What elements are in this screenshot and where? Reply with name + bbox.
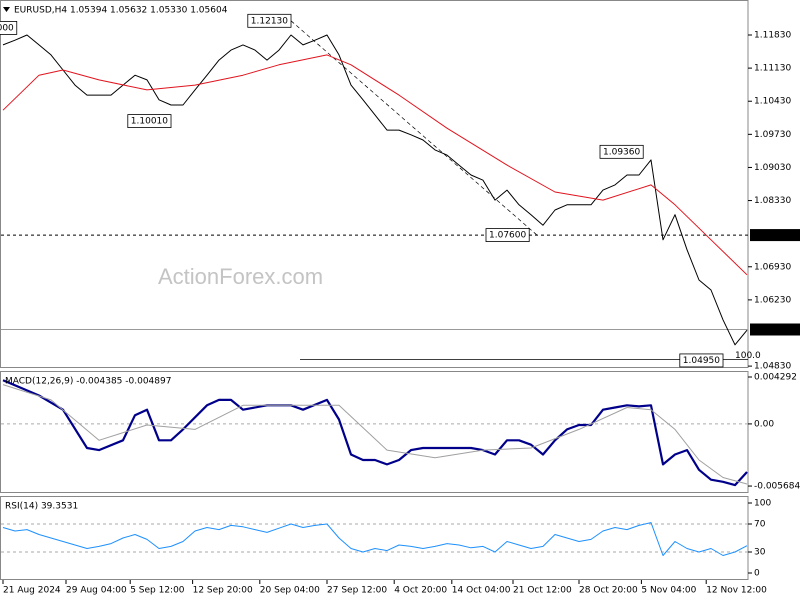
x-tick-label: 4 Oct 20:00	[394, 586, 447, 596]
symbol-menu-icon[interactable]	[3, 7, 10, 12]
trend-line	[290, 20, 538, 236]
y-tick-label: 1.10430	[754, 97, 791, 107]
panel-frame	[0, 0, 749, 368]
x-tick-label: 29 Aug 04:00	[66, 586, 127, 596]
annotation-box	[247, 13, 292, 28]
series-line	[2, 34, 748, 346]
y-tick-label: 0	[754, 569, 760, 579]
annotation-box	[485, 228, 530, 242]
annotation-label: 1.09360	[603, 147, 640, 157]
y-tick-label: 1.11830	[754, 31, 791, 41]
price-tag-label: 1.05604	[753, 325, 790, 335]
y-tick-label: 1.09730	[754, 130, 791, 140]
annotation-label: 1.07600	[489, 231, 526, 241]
series-line	[2, 384, 748, 485]
y-tick-label: 70	[754, 520, 766, 530]
y-tick-label: 1.06930	[754, 262, 791, 272]
y-tick-label: 0.004292	[754, 372, 797, 382]
x-tick-label: 27 Sep 12:00	[327, 586, 387, 596]
y-tick-label: 30	[754, 548, 766, 558]
series-line	[2, 54, 748, 276]
x-tick-label: 14 Oct 04:00	[452, 586, 511, 596]
annotation-box	[679, 353, 724, 368]
annotation-label: 0.000	[0, 23, 14, 33]
x-tick-label: 28 Oct 20:00	[579, 586, 638, 596]
x-tick-label: 5 Nov 04:00	[641, 586, 696, 596]
annotation-label: 1.04950	[683, 356, 720, 366]
x-tick-label: 21 Aug 2024	[3, 586, 61, 596]
annotation-box	[599, 144, 644, 159]
y-tick-label: 1.04830	[754, 362, 791, 372]
panel-title: RSI(14) 39.3531	[5, 502, 78, 512]
fib-label: 100.0	[735, 351, 761, 361]
y-tick-label: 100	[754, 499, 771, 509]
price-tag	[750, 229, 800, 242]
annotation-label: 1.12130	[251, 16, 288, 26]
price-tag	[750, 323, 800, 336]
panel-title: EURUSD,H4 1.05394 1.05632 1.05330 1.0560…	[14, 6, 228, 16]
series-line	[2, 522, 748, 556]
annotation-box	[0, 21, 18, 35]
x-tick-label: 21 Oct 12:00	[513, 586, 572, 596]
x-tick-label: 20 Sep 04:00	[260, 586, 320, 596]
panel-frame	[0, 496, 749, 580]
annotation-label: 1.10010	[131, 117, 168, 127]
panel-frame	[0, 371, 749, 493]
y-tick-label: -0.005684	[754, 482, 800, 492]
y-tick-label: 0.00	[754, 419, 774, 429]
y-tick-label: 1.06230	[754, 295, 791, 305]
x-tick-label: 12 Nov 12:00	[706, 586, 767, 596]
x-tick-label: 12 Sep 20:00	[193, 586, 253, 596]
y-tick-label: 1.08330	[754, 196, 791, 206]
y-tick-label: 1.09030	[754, 163, 791, 173]
panel-title: MACD(12,26,9) -0.004385 -0.004897	[5, 377, 171, 387]
price-tag-label: 1.07600	[753, 231, 790, 241]
x-tick-label: 5 Sep 12:00	[130, 586, 185, 596]
series-line	[2, 379, 748, 487]
y-tick-label: 1.11130	[754, 64, 791, 74]
annotation-box	[127, 114, 172, 128]
watermark: ActionForex.com	[158, 264, 323, 289]
